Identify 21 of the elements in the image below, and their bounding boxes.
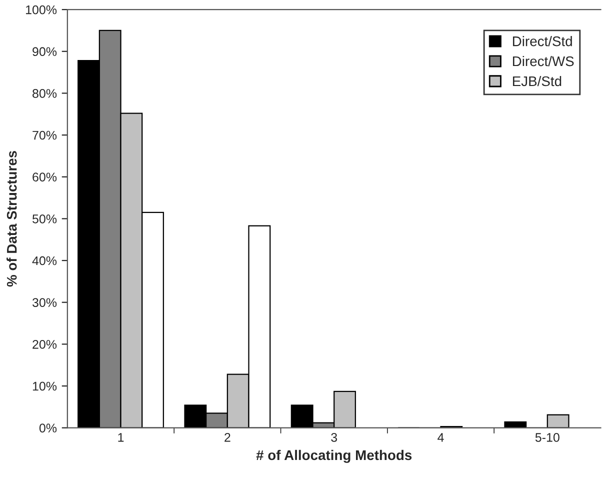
y-tick-label: 10% — [32, 382, 57, 391]
y-tick-label: 100% — [26, 5, 57, 14]
x-tick-label: 5-10 — [535, 433, 560, 442]
y-tick-label: 30% — [32, 298, 57, 307]
y-tick-label: 80% — [32, 89, 57, 98]
x-tick-label: 1 — [118, 433, 124, 442]
y-tick-label: 50% — [32, 214, 57, 224]
x-tick-label: 2 — [224, 433, 230, 442]
legend-label: Direct/Std — [512, 36, 572, 46]
legend-label: Direct/WS — [512, 56, 574, 66]
x-tick-label: 3 — [331, 433, 338, 442]
legend-label: EJB/Std — [512, 76, 562, 86]
y-tick-label: 60% — [32, 172, 57, 182]
y-tick-label: 90% — [32, 47, 57, 56]
x-axis-title: # of Allocating Methods — [256, 450, 412, 463]
y-tick-label: 40% — [32, 256, 57, 266]
y-axis-title: % of Data Structures — [6, 150, 17, 287]
y-tick-label: 20% — [32, 340, 57, 349]
x-tick-label: 4 — [438, 433, 444, 442]
y-tick-label: 70% — [32, 130, 57, 140]
y-tick-label: 0% — [39, 424, 57, 432]
